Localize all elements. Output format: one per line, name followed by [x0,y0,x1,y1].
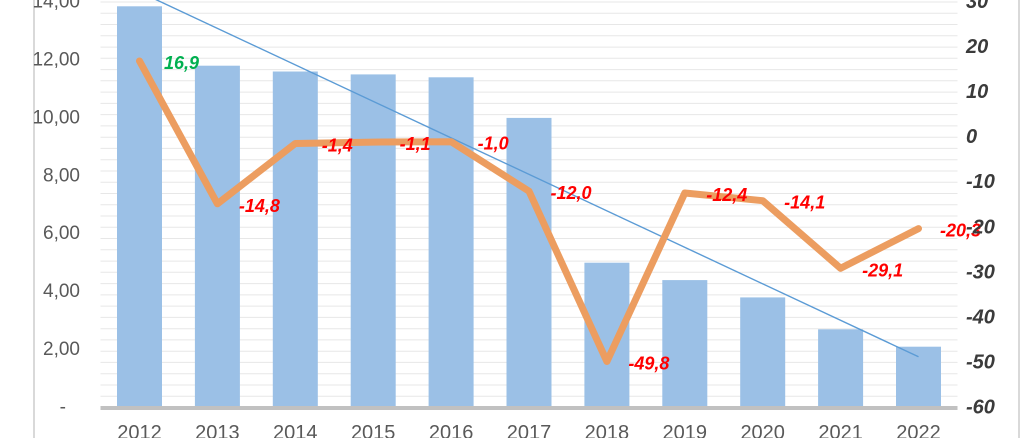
trendline [155,0,919,358]
year-label-2012: 2012 [117,422,162,438]
year-label-2016: 2016 [429,422,474,438]
bar-2021 [818,329,864,408]
data-label-2019: -12,4 [706,185,747,205]
data-label-2021: -29,1 [862,260,903,280]
year-label-2020: 2020 [740,422,785,438]
data-label-2020: -14,1 [784,193,825,213]
left-axis-tick: 10,00 [32,107,80,128]
bar-2015 [350,74,396,408]
bar-2013 [194,65,240,408]
bar-2019 [662,280,708,408]
right-axis-tick: 0 [966,126,977,148]
left-axis-tick: 14,00 [32,0,80,13]
right-axis-tick: -20 [966,216,995,238]
right-axis-tick: -50 [966,351,995,373]
right-axis-tick: 10 [966,81,988,103]
data-label-2018: -49,8 [628,354,669,374]
year-label-2018: 2018 [585,422,630,438]
left-axis-tick: 8,00 [43,165,80,186]
data-label-2016: -1,0 [478,134,509,154]
data-label-2014: -1,4 [322,136,353,156]
year-label-2015: 2015 [351,422,396,438]
year-label-2017: 2017 [507,422,552,438]
data-label-2015: -1,1 [400,134,431,154]
right-axis-tick: -10 [966,171,995,193]
data-label-2013: -14,8 [239,196,280,216]
right-axis-tick: -30 [966,261,995,283]
year-label-2022: 2022 [896,422,941,438]
data-label-2012: 16,9 [164,53,199,73]
right-axis-tick: 30 [966,0,988,13]
bar-2020 [740,297,786,408]
data-label-2017: -12,0 [550,183,591,203]
bar-2016 [428,77,474,408]
right-axis-tick: -40 [966,306,995,328]
left-axis-tick: 4,00 [43,281,80,302]
bar-2012 [117,6,162,408]
left-axis-tick: 2,00 [43,339,80,360]
left-axis-tick: 6,00 [43,223,80,244]
bar-2017 [506,117,552,408]
left-axis-tick: 12,00 [32,49,80,70]
year-label-2019: 2019 [663,422,708,438]
bar-2014 [272,71,318,408]
line-series [136,57,922,365]
year-label-2021: 2021 [818,422,863,438]
bar-2022 [896,346,941,408]
year-label-2013: 2013 [195,422,240,438]
right-axis-tick: -60 [966,397,995,419]
left-axis-tick: - [60,397,66,418]
right-axis-tick: 20 [965,36,988,58]
data-label-2022: -20,3 [940,221,981,241]
year-label-2014: 2014 [273,422,318,438]
